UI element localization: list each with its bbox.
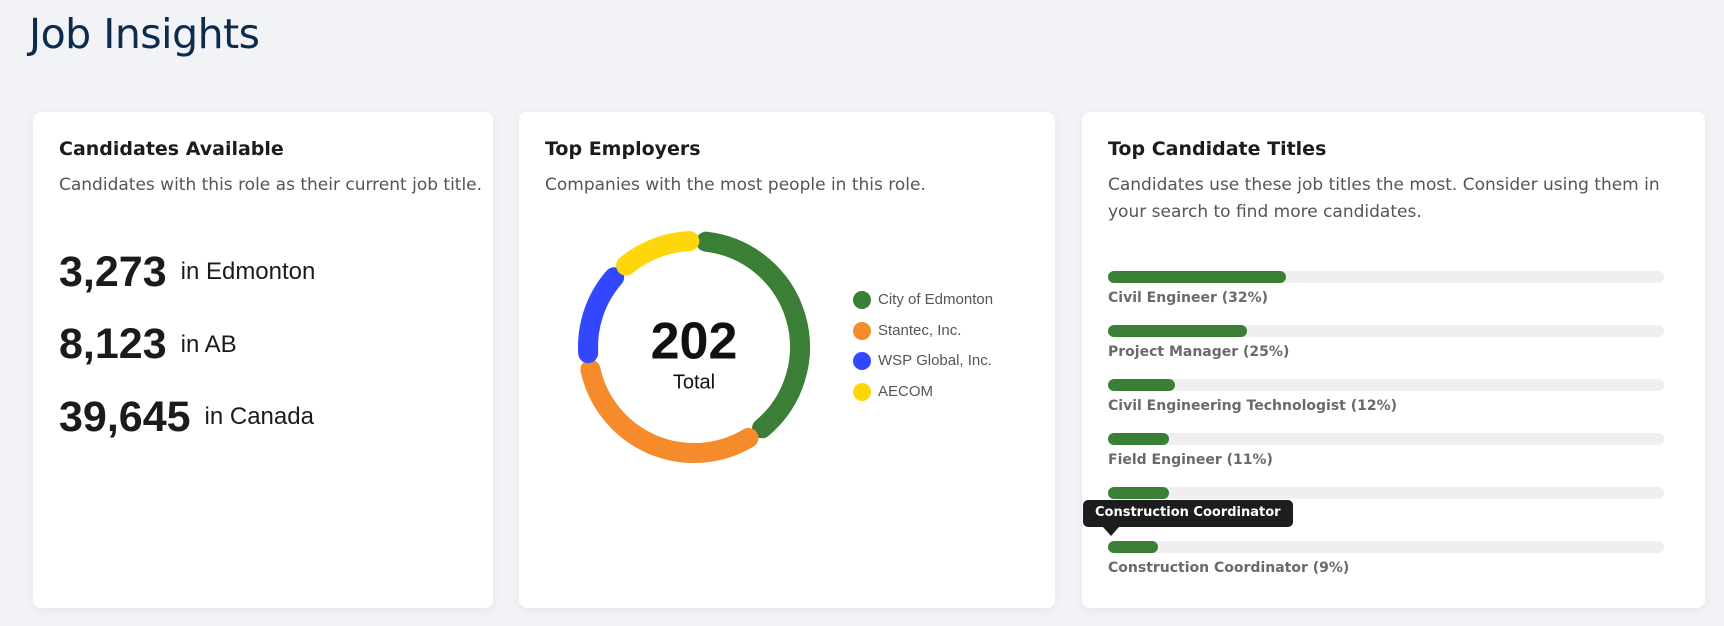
donut-total: 202 — [651, 313, 738, 371]
legend-label: Stantec, Inc. — [878, 321, 962, 339]
bar-track — [1108, 379, 1664, 391]
card-subtitle: Candidates use these job titles the most… — [1108, 175, 1660, 222]
card-title: Top Employers — [545, 138, 701, 160]
donut-chart: 202 Total — [578, 231, 810, 463]
bar — [1108, 379, 1175, 391]
donut-segment — [578, 267, 625, 364]
stat-row: 3,273 in Edmonton — [59, 245, 315, 299]
bar — [1108, 271, 1286, 283]
bar-track — [1108, 325, 1664, 337]
stat-value: 3,273 — [59, 247, 167, 296]
employers-card: Top Employers Companies with the most pe… — [519, 112, 1055, 608]
bar-label: Project Manager (25%) — [1108, 344, 1290, 360]
bar-label: Civil Engineering Technologist (12%) — [1108, 398, 1398, 414]
bar-track — [1108, 541, 1664, 553]
legend-dot — [853, 352, 871, 370]
stat-row: 8,123 in AB — [59, 318, 237, 372]
titles-card: Top Candidate Titles Candidates use thes… — [1082, 112, 1705, 608]
bar — [1108, 433, 1170, 445]
stat-value: 39,645 — [59, 392, 191, 441]
donut-total-label: Total — [673, 371, 715, 393]
legend-dot — [853, 321, 871, 340]
donut-segment — [696, 231, 810, 439]
legend-dot — [853, 382, 871, 401]
stat-label: in AB — [180, 330, 237, 358]
bar-track — [1108, 487, 1664, 499]
card-subtitle: Candidates with this role as their curre… — [59, 175, 483, 195]
bar — [1108, 325, 1247, 337]
bar-label: Civil Engineer (32%) — [1108, 290, 1269, 306]
donut-segment — [616, 231, 700, 276]
card-title: Candidates Available — [59, 138, 284, 160]
bar-label: Construction Coordinator (9%) — [1108, 560, 1350, 576]
legend-label: AECOM — [878, 382, 934, 400]
legend-dot — [853, 291, 871, 309]
stat-value: 8,123 — [59, 320, 167, 368]
bar-track — [1108, 433, 1664, 445]
page-title: Job Insights — [29, 10, 260, 58]
card-title: Top Candidate Titles — [1108, 138, 1327, 160]
stat-row: 39,645 in Canada — [59, 390, 314, 444]
donut-segment — [580, 359, 759, 463]
bar-label: Field Engineer (11%) — [1108, 452, 1273, 468]
legend-label: City of Edmonton — [878, 291, 994, 308]
bar — [1108, 541, 1159, 553]
card-subtitle: Companies with the most people in this r… — [545, 175, 926, 195]
tooltip: Construction Coordinator — [1083, 500, 1293, 536]
stat-label: in Canada — [204, 403, 314, 430]
candidates-card: Candidates Available Candidates with thi… — [33, 112, 493, 608]
bar — [1108, 487, 1170, 499]
tooltip-arrow — [1103, 527, 1119, 536]
legend-label: WSP Global, Inc. — [878, 352, 992, 369]
tooltip-text: Construction Coordinator — [1095, 505, 1281, 520]
stat-label: in Edmonton — [180, 258, 316, 285]
